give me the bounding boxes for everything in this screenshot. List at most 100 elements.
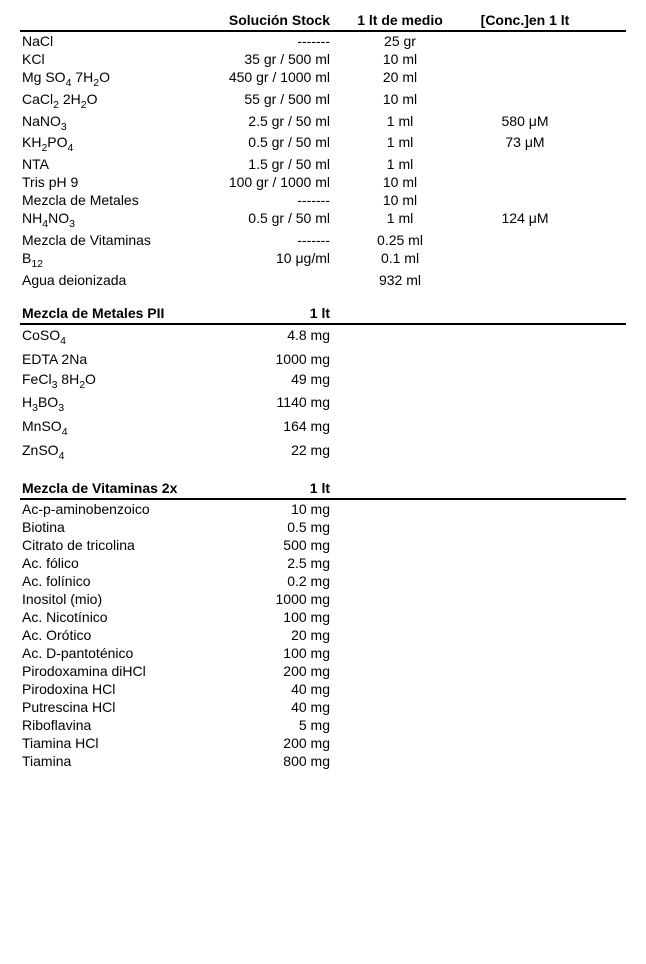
per-liter-medium: 25 gr [340, 33, 460, 49]
section2-row: ZnSO422 mg [20, 440, 626, 464]
compound-name: Ac. Nicotínico [20, 609, 190, 625]
section2-body: CoSO44.8 mgEDTA 2Na1000 mgFeCl3 8H2O49 m… [20, 325, 626, 464]
per-liter-medium: 1 ml [340, 156, 460, 172]
section1-row: CaCl2 2H2O55 gr / 500 ml10 ml [20, 90, 626, 112]
concentration: 73 μM [460, 134, 590, 154]
section1-row: NaNO32.5 gr / 50 ml1 ml580 μM [20, 112, 626, 134]
section2-amount-header: 1 lt [190, 305, 340, 321]
concentration [460, 91, 590, 111]
stock-solution: 0.5 gr / 50 ml [190, 210, 340, 230]
amount: 22 mg [190, 442, 340, 462]
section3-row: Ac-p-aminobenzoico10 mg [20, 500, 626, 518]
per-liter-medium: 0.1 ml [340, 250, 460, 270]
amount: 1000 mg [190, 591, 340, 607]
section2-row: EDTA 2Na1000 mg [20, 349, 626, 369]
amount: 0.5 mg [190, 519, 340, 535]
per-liter-medium: 1 ml [340, 210, 460, 230]
amount: 1140 mg [190, 394, 340, 414]
compound-name: Pirodoxina HCl [20, 681, 190, 697]
amount: 40 mg [190, 699, 340, 715]
per-liter-medium: 10 ml [340, 51, 460, 67]
stock-solution: 1.5 gr / 50 ml [190, 156, 340, 172]
concentration [460, 232, 590, 248]
stock-solution: 0.5 gr / 50 ml [190, 134, 340, 154]
section1-row: NTA1.5 gr / 50 ml1 ml [20, 155, 626, 173]
concentration [460, 272, 590, 288]
section3-amount-header: 1 lt [190, 480, 340, 496]
stock-solution: 2.5 gr / 50 ml [190, 113, 340, 133]
section2-title: Mezcla de Metales PII [20, 305, 190, 321]
section3-row: Ac. folínico0.2 mg [20, 572, 626, 590]
per-liter-medium: 1 ml [340, 134, 460, 154]
compound-name: NaCl [20, 33, 190, 49]
compound-name: Mg SO4 7H2O [20, 69, 190, 89]
amount: 164 mg [190, 418, 340, 438]
per-liter-medium: 932 ml [340, 272, 460, 288]
compound-name: Ac. Orótico [20, 627, 190, 643]
compound-name: Mezcla de Vitaminas [20, 232, 190, 248]
amount: 800 mg [190, 753, 340, 769]
compound-name: Ac-p-aminobenzoico [20, 501, 190, 517]
amount: 0.2 mg [190, 573, 340, 589]
amount: 100 mg [190, 609, 340, 625]
compound-name: Tiamina HCl [20, 735, 190, 751]
amount: 1000 mg [190, 351, 340, 367]
compound-name: CaCl2 2H2O [20, 91, 190, 111]
amount: 5 mg [190, 717, 340, 733]
per-liter-medium: 20 ml [340, 69, 460, 89]
section3-row: Ac. Orótico20 mg [20, 626, 626, 644]
compound-name: Tiamina [20, 753, 190, 769]
per-liter-medium: 10 ml [340, 174, 460, 190]
section3-row: Pirodoxamina diHCl200 mg [20, 662, 626, 680]
compound-name: NH4NO3 [20, 210, 190, 230]
compound-name: Tris pH 9 [20, 174, 190, 190]
amount: 2.5 mg [190, 555, 340, 571]
compound-name: ZnSO4 [20, 442, 190, 462]
compound-name: MnSO4 [20, 418, 190, 438]
concentration [460, 192, 590, 208]
section1-row: Mezcla de Metales-------10 ml [20, 191, 626, 209]
section3-body: Ac-p-aminobenzoico10 mgBiotina0.5 mgCitr… [20, 500, 626, 770]
amount: 49 mg [190, 371, 340, 391]
stock-solution: ------- [190, 192, 340, 208]
amount: 200 mg [190, 735, 340, 751]
section1-header-row: Solución Stock 1 lt de medio [Conc.]en 1… [20, 12, 626, 32]
amount: 40 mg [190, 681, 340, 697]
section2-row: CoSO44.8 mg [20, 325, 626, 349]
compound-name: Pirodoxamina diHCl [20, 663, 190, 679]
header-medio: 1 lt de medio [340, 12, 460, 28]
concentration [460, 51, 590, 67]
compound-name: EDTA 2Na [20, 351, 190, 367]
per-liter-medium: 10 ml [340, 192, 460, 208]
section1-row: Mg SO4 7H2O450 gr / 1000 ml20 ml [20, 68, 626, 90]
section3-row: Tiamina HCl200 mg [20, 734, 626, 752]
concentration [460, 33, 590, 49]
section2-row: H3BO31140 mg [20, 392, 626, 416]
stock-solution [190, 272, 340, 288]
section3-row: Pirodoxina HCl40 mg [20, 680, 626, 698]
concentration: 580 μM [460, 113, 590, 133]
stock-solution: 450 gr / 1000 ml [190, 69, 340, 89]
concentration: 124 μM [460, 210, 590, 230]
concentration [460, 174, 590, 190]
amount: 10 mg [190, 501, 340, 517]
section3-row: Ac. Nicotínico100 mg [20, 608, 626, 626]
compound-name: H3BO3 [20, 394, 190, 414]
section3-row: Biotina0.5 mg [20, 518, 626, 536]
section1-row: Tris pH 9100 gr / 1000 ml10 ml [20, 173, 626, 191]
header-name [20, 12, 190, 28]
header-conc: [Conc.]en 1 lt [460, 12, 590, 28]
stock-solution: 35 gr / 500 ml [190, 51, 340, 67]
header-stock: Solución Stock [190, 12, 340, 28]
section2-header-row: Mezcla de Metales PII 1 lt [20, 305, 626, 325]
stock-solution: 10 μg/ml [190, 250, 340, 270]
amount: 4.8 mg [190, 327, 340, 347]
compound-name: Ac. D-pantoténico [20, 645, 190, 661]
compound-name: B12 [20, 250, 190, 270]
section1-row: B1210 μg/ml0.1 ml [20, 249, 626, 271]
compound-name: NTA [20, 156, 190, 172]
compound-name: Putrescina HCl [20, 699, 190, 715]
section3-header-row: Mezcla de Vitaminas 2x 1 lt [20, 480, 626, 500]
section2-row: MnSO4164 mg [20, 416, 626, 440]
section3-row: Inositol (mio)1000 mg [20, 590, 626, 608]
